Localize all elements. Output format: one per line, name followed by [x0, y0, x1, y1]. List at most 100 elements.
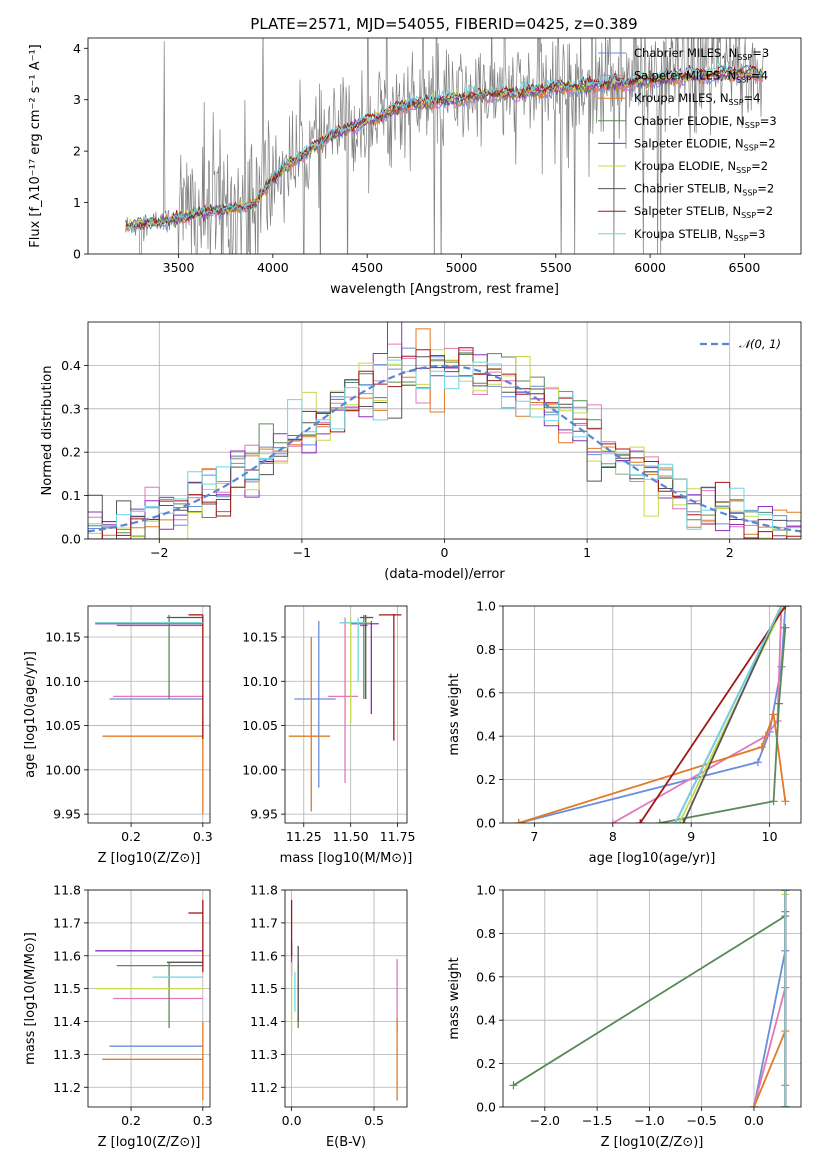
y-tick-label: 11.2 — [250, 1080, 278, 1095]
x-tick-label: 4500 — [351, 260, 383, 275]
x-tick-label: 0.0 — [282, 1113, 302, 1128]
y-tick-label: 0.2 — [476, 1056, 496, 1071]
y-tick-label: 11.5 — [53, 981, 81, 996]
y-tick-label: 11.4 — [53, 1014, 81, 1029]
axes-frame — [87, 605, 211, 824]
axes-frame — [502, 889, 802, 1108]
panel-massweight-vs-age: 7 8 9 10 0.0 0.2 0.4 0.6 0.8 1.0 age [log10(age/yr… — [447, 599, 802, 866]
panel-age-vs-Z: 0.2 0.3 9.95 10.00 10.05 10.10 10.15 Z [log10(Z… — [23, 605, 213, 866]
plot-area-age-vs-mass — [285, 606, 407, 823]
y-tick-label: 0.8 — [476, 642, 496, 657]
series-marker — [636, 819, 645, 823]
y-tick-label: 0.4 — [476, 1013, 496, 1028]
series-marker — [781, 797, 790, 806]
errorbar-point — [116, 962, 203, 1029]
x-tick-label: 5500 — [540, 260, 572, 275]
plot-area-massweight-vs-Z — [503, 890, 801, 1107]
errorbar-point — [294, 621, 336, 788]
series-line — [753, 1030, 787, 1107]
y-tick-label: 10.05 — [242, 718, 278, 733]
y-tick-label: 1.0 — [476, 883, 496, 898]
y-tick-label: 9.95 — [53, 807, 81, 822]
series-line — [753, 890, 787, 1107]
x-tick-label: 0.2 — [121, 1113, 141, 1128]
y-tick-label: 0.1 — [61, 488, 81, 503]
series-line — [518, 714, 787, 823]
legend-count: =2 — [751, 159, 768, 173]
legend-spectrum: Chabrier MILES, NSSP=3 Salpeter MILES, NS… — [598, 46, 777, 243]
errorbar-point — [339, 617, 370, 723]
legend-subscript: SSP — [729, 98, 744, 107]
y-tick-label: 2 — [73, 144, 81, 159]
x-axis-label: age [log10(age/yr)] — [589, 851, 716, 866]
y-tick-label: 0.6 — [476, 685, 496, 700]
y-tick-label: 10.00 — [45, 762, 81, 777]
errorbar-point — [378, 613, 402, 741]
x-tick-label: 0.3 — [193, 829, 213, 844]
y-tick-label: 4 — [73, 41, 81, 56]
y-tick-label: 1.0 — [476, 599, 496, 614]
y-tick-label: 11.6 — [250, 948, 278, 963]
x-tick-label: 2 — [726, 545, 734, 560]
x-tick-label: 11.25 — [286, 829, 322, 844]
axes-frame — [284, 889, 408, 1108]
series-marker — [757, 743, 766, 752]
x-tick-label: −0.5 — [686, 1113, 716, 1128]
series-marker — [781, 890, 790, 894]
legend-entry: Salpeter STELIB, NSSP=2 — [634, 204, 773, 220]
y-tick-label: 0.8 — [476, 926, 496, 941]
x-tick-label: −2 — [150, 545, 168, 560]
series-marker — [781, 623, 790, 632]
errorbar-point — [328, 617, 359, 784]
series-marker — [781, 1103, 790, 1107]
series-marker — [769, 710, 778, 719]
spectrum-model-line — [125, 60, 764, 231]
legend-subscript: SSP — [734, 234, 749, 243]
y-tick-label: 10.10 — [242, 674, 278, 689]
x-tick-label: 4000 — [257, 260, 289, 275]
series-marker — [509, 1081, 518, 1090]
panel-massweight-vs-Z: −2.0 −1.5 −1.0 −0.5 0.0 0.0 0.2 0.4 0.6 0.8 1.0 Z [… — [447, 883, 802, 1150]
plot-area-mass-vs-ebv — [285, 890, 407, 1107]
plot-area-massweight-vs-age — [503, 606, 801, 823]
x-tick-label: 6500 — [729, 260, 761, 275]
errorbar-point — [360, 614, 368, 699]
errorbar-point — [116, 614, 203, 699]
series-marker — [671, 819, 680, 823]
axes-frame — [87, 889, 211, 1108]
axes-frame — [502, 605, 802, 824]
legend-entry: Kroupa ELODIE, NSSP=2 — [634, 159, 768, 175]
series-marker — [608, 819, 617, 823]
y-axis-label: Flux [f_λ10⁻¹⁷ erg cm⁻² s⁻¹ A⁻¹] — [28, 44, 43, 248]
y-axis-label: age [log10(age/yr)] — [23, 651, 38, 778]
series-marker — [679, 819, 688, 823]
series-marker — [777, 606, 786, 610]
y-axis-label: mass weight — [447, 957, 462, 1039]
gaussian-curve — [88, 364, 801, 533]
series-line — [674, 606, 783, 823]
y-tick-label: 0.2 — [61, 445, 81, 460]
series-line — [678, 609, 783, 823]
legend-subscript: SSP — [745, 121, 760, 130]
y-tick-label: 11.5 — [250, 981, 278, 996]
errorbar-point — [288, 637, 331, 812]
x-tick-label: 3500 — [163, 260, 195, 275]
legend-count: =3 — [752, 46, 769, 60]
figure-title: PLATE=2571, MJD=54055, FIBERID=0425, z=0… — [250, 15, 637, 33]
x-axis-label: mass [log10(M/M⊙)] — [280, 851, 413, 866]
series-marker — [775, 699, 784, 708]
y-tick-label: 0.4 — [61, 358, 81, 373]
legend-entry: Kroupa STELIB, NSSP=3 — [634, 227, 765, 243]
histogram-step-line — [88, 347, 801, 539]
errorbar-point — [350, 621, 379, 715]
y-tick-label: 3 — [73, 92, 81, 107]
series-marker — [781, 606, 790, 610]
y-tick-label: 10.10 — [45, 674, 81, 689]
errorbar-point — [339, 617, 366, 682]
plot-area-age-vs-Z — [88, 606, 210, 823]
legend-count: =4 — [744, 91, 761, 105]
y-tick-label: 11.3 — [53, 1047, 81, 1062]
y-tick-label: 1 — [73, 195, 81, 210]
y-tick-label: 10.05 — [45, 718, 81, 733]
